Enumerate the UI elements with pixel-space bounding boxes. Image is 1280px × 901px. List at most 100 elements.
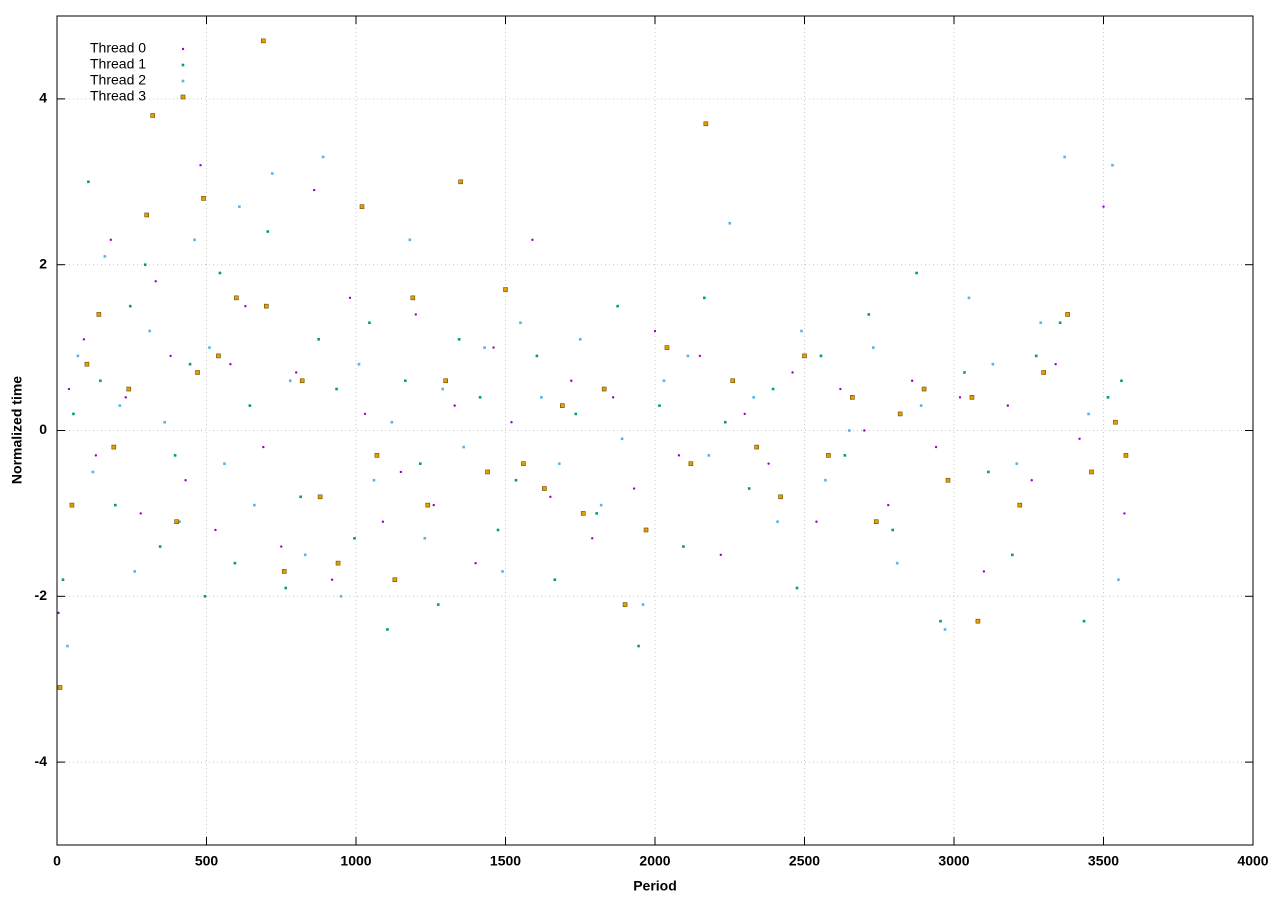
y-tick-label: -2 [35,587,48,603]
legend-label: Thread 3 [90,88,146,104]
point [1017,502,1023,508]
y-tick-label: 2 [39,255,47,271]
point [223,462,226,465]
point [441,387,445,391]
point [408,238,412,242]
point [921,386,927,392]
point [492,346,495,349]
point [501,570,504,573]
point [503,287,508,292]
point [181,79,185,83]
point [103,255,107,258]
point [535,354,539,358]
point [601,386,607,392]
point [1089,469,1094,475]
point [410,295,416,301]
legend-label: Thread 0 [90,40,146,56]
point [1113,419,1118,425]
x-axis-title: Period [633,878,677,894]
point [707,454,711,457]
point [188,362,192,366]
point [109,238,113,242]
point [919,404,923,407]
point [133,570,137,573]
point [752,396,755,399]
point [312,188,316,192]
point [514,478,518,482]
point [591,537,594,540]
point [991,362,995,366]
y-axis-title: Normalized time [9,376,25,484]
point [87,180,90,184]
point [423,536,427,540]
point [436,603,440,606]
point [558,462,561,465]
point [1087,412,1090,416]
point [139,512,142,515]
point [330,578,334,581]
point [368,321,371,325]
y-tick-label: 4 [39,90,47,106]
point [299,495,302,499]
point [895,561,899,565]
point [253,503,256,507]
point [234,295,239,301]
y-tick-label: 0 [39,421,47,437]
point [531,238,534,242]
point [620,437,624,441]
point [800,329,803,333]
x-tick-label: 500 [195,853,219,869]
point [1123,453,1129,458]
point [622,602,628,607]
y-tick-label: -4 [35,753,48,769]
point [945,477,951,483]
point [698,354,702,358]
point [616,304,619,308]
point [542,486,547,491]
point [339,595,343,598]
point [261,38,266,44]
point [1082,619,1086,623]
point [643,527,649,533]
point [280,545,283,548]
point [771,387,775,391]
point [549,495,552,499]
point [963,371,966,374]
point [747,487,751,490]
point [199,164,202,167]
x-tick-label: 3500 [1088,853,1119,869]
point [321,155,325,159]
point [686,354,690,358]
point [181,63,185,67]
point [67,387,71,391]
point [824,478,827,482]
point [958,396,962,399]
point [457,338,461,341]
point [703,296,706,300]
point [819,354,823,358]
point [485,469,490,475]
point [664,345,670,350]
point [216,353,221,359]
point [519,321,522,325]
point [144,212,149,218]
point [148,329,151,333]
point [229,362,232,366]
point [61,578,65,582]
point [1011,553,1014,557]
point [496,528,500,532]
point [595,512,598,515]
point [193,238,196,242]
point [173,454,177,457]
point [915,271,918,275]
point [284,586,288,590]
point [281,569,287,574]
point [570,379,573,382]
point [815,520,818,523]
point [1034,354,1038,358]
point [214,528,217,532]
point [262,445,265,449]
point [776,520,779,523]
